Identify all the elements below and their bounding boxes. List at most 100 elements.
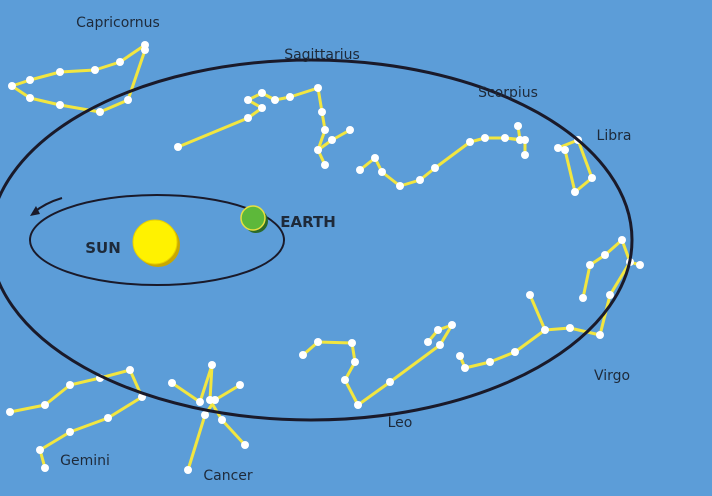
star: [241, 441, 249, 449]
star: [168, 379, 176, 387]
star: [26, 76, 34, 84]
star: [96, 108, 104, 116]
star: [8, 82, 16, 90]
star: [561, 146, 569, 154]
star: [258, 89, 266, 97]
star: [341, 376, 349, 384]
sun-label: SUN: [85, 239, 121, 257]
star: [356, 166, 364, 174]
star: [318, 108, 326, 116]
star: [636, 261, 644, 269]
star: [244, 114, 252, 122]
star: [371, 154, 379, 162]
star: [456, 352, 464, 360]
star: [104, 414, 112, 422]
star: [354, 401, 362, 409]
star: [348, 339, 356, 347]
star: [26, 94, 34, 102]
star: [378, 168, 386, 176]
star: [201, 411, 209, 419]
star: [184, 466, 192, 474]
star: [258, 104, 266, 112]
star: [126, 366, 134, 374]
star: [566, 324, 574, 332]
star: [511, 348, 519, 356]
zodiac-ellipse: [0, 58, 634, 422]
star: [206, 396, 214, 404]
stars: [6, 41, 644, 474]
star: [299, 351, 307, 359]
star: [351, 358, 359, 366]
star: [431, 164, 439, 172]
star: [596, 331, 604, 339]
label: Virgo: [594, 368, 630, 384]
earth-label: EARTH: [280, 213, 336, 231]
star: [174, 143, 182, 151]
star: [36, 446, 44, 454]
star: [461, 364, 469, 372]
star: [321, 126, 329, 134]
label: Gemini: [60, 453, 110, 469]
star: [244, 96, 252, 104]
sun: [132, 219, 178, 265]
star: [386, 378, 394, 386]
star: [486, 358, 494, 366]
label: Capricornus: [76, 15, 160, 31]
star: [41, 464, 49, 472]
star: [218, 416, 226, 424]
star: [541, 326, 549, 334]
virgo-lines: [458, 260, 641, 370]
star: [208, 361, 216, 369]
star: [448, 321, 456, 329]
star: [521, 151, 529, 159]
label: Leo: [388, 415, 413, 431]
star: [56, 68, 64, 76]
star: [314, 338, 322, 346]
star: [271, 96, 279, 104]
star: [396, 182, 404, 190]
star: [436, 341, 444, 349]
star: [6, 408, 14, 416]
star: [514, 122, 522, 130]
star: [618, 236, 626, 244]
star: [601, 251, 609, 259]
star: [571, 188, 579, 196]
star: [521, 136, 529, 144]
star: [91, 66, 99, 74]
cancer-lines: [186, 383, 241, 471]
star: [314, 146, 322, 154]
star: [526, 291, 534, 299]
star: [328, 136, 336, 144]
label: Cancer: [203, 468, 253, 484]
label: Libra: [597, 128, 632, 144]
star: [481, 134, 489, 142]
star: [346, 126, 354, 134]
virgo-lines: [528, 294, 547, 331]
star: [586, 261, 594, 269]
orbit-arrowhead: [30, 206, 40, 216]
label: Scorpius: [478, 85, 538, 101]
star: [424, 338, 432, 346]
star: [66, 381, 74, 389]
label: Sagittarius: [284, 47, 360, 63]
star: [416, 176, 424, 184]
star: [554, 144, 562, 152]
star: [606, 291, 614, 299]
star: [286, 93, 294, 101]
star: [141, 46, 149, 54]
star: [501, 134, 509, 142]
star: [56, 101, 64, 109]
star: [434, 326, 442, 334]
star: [236, 381, 244, 389]
star: [314, 84, 322, 92]
gemini-lines: [9, 368, 144, 469]
star: [66, 428, 74, 436]
star: [579, 294, 587, 302]
star: [124, 96, 132, 104]
earth-orbit: [29, 194, 285, 286]
star: [588, 174, 596, 182]
star: [116, 58, 124, 66]
earth: [240, 205, 266, 231]
